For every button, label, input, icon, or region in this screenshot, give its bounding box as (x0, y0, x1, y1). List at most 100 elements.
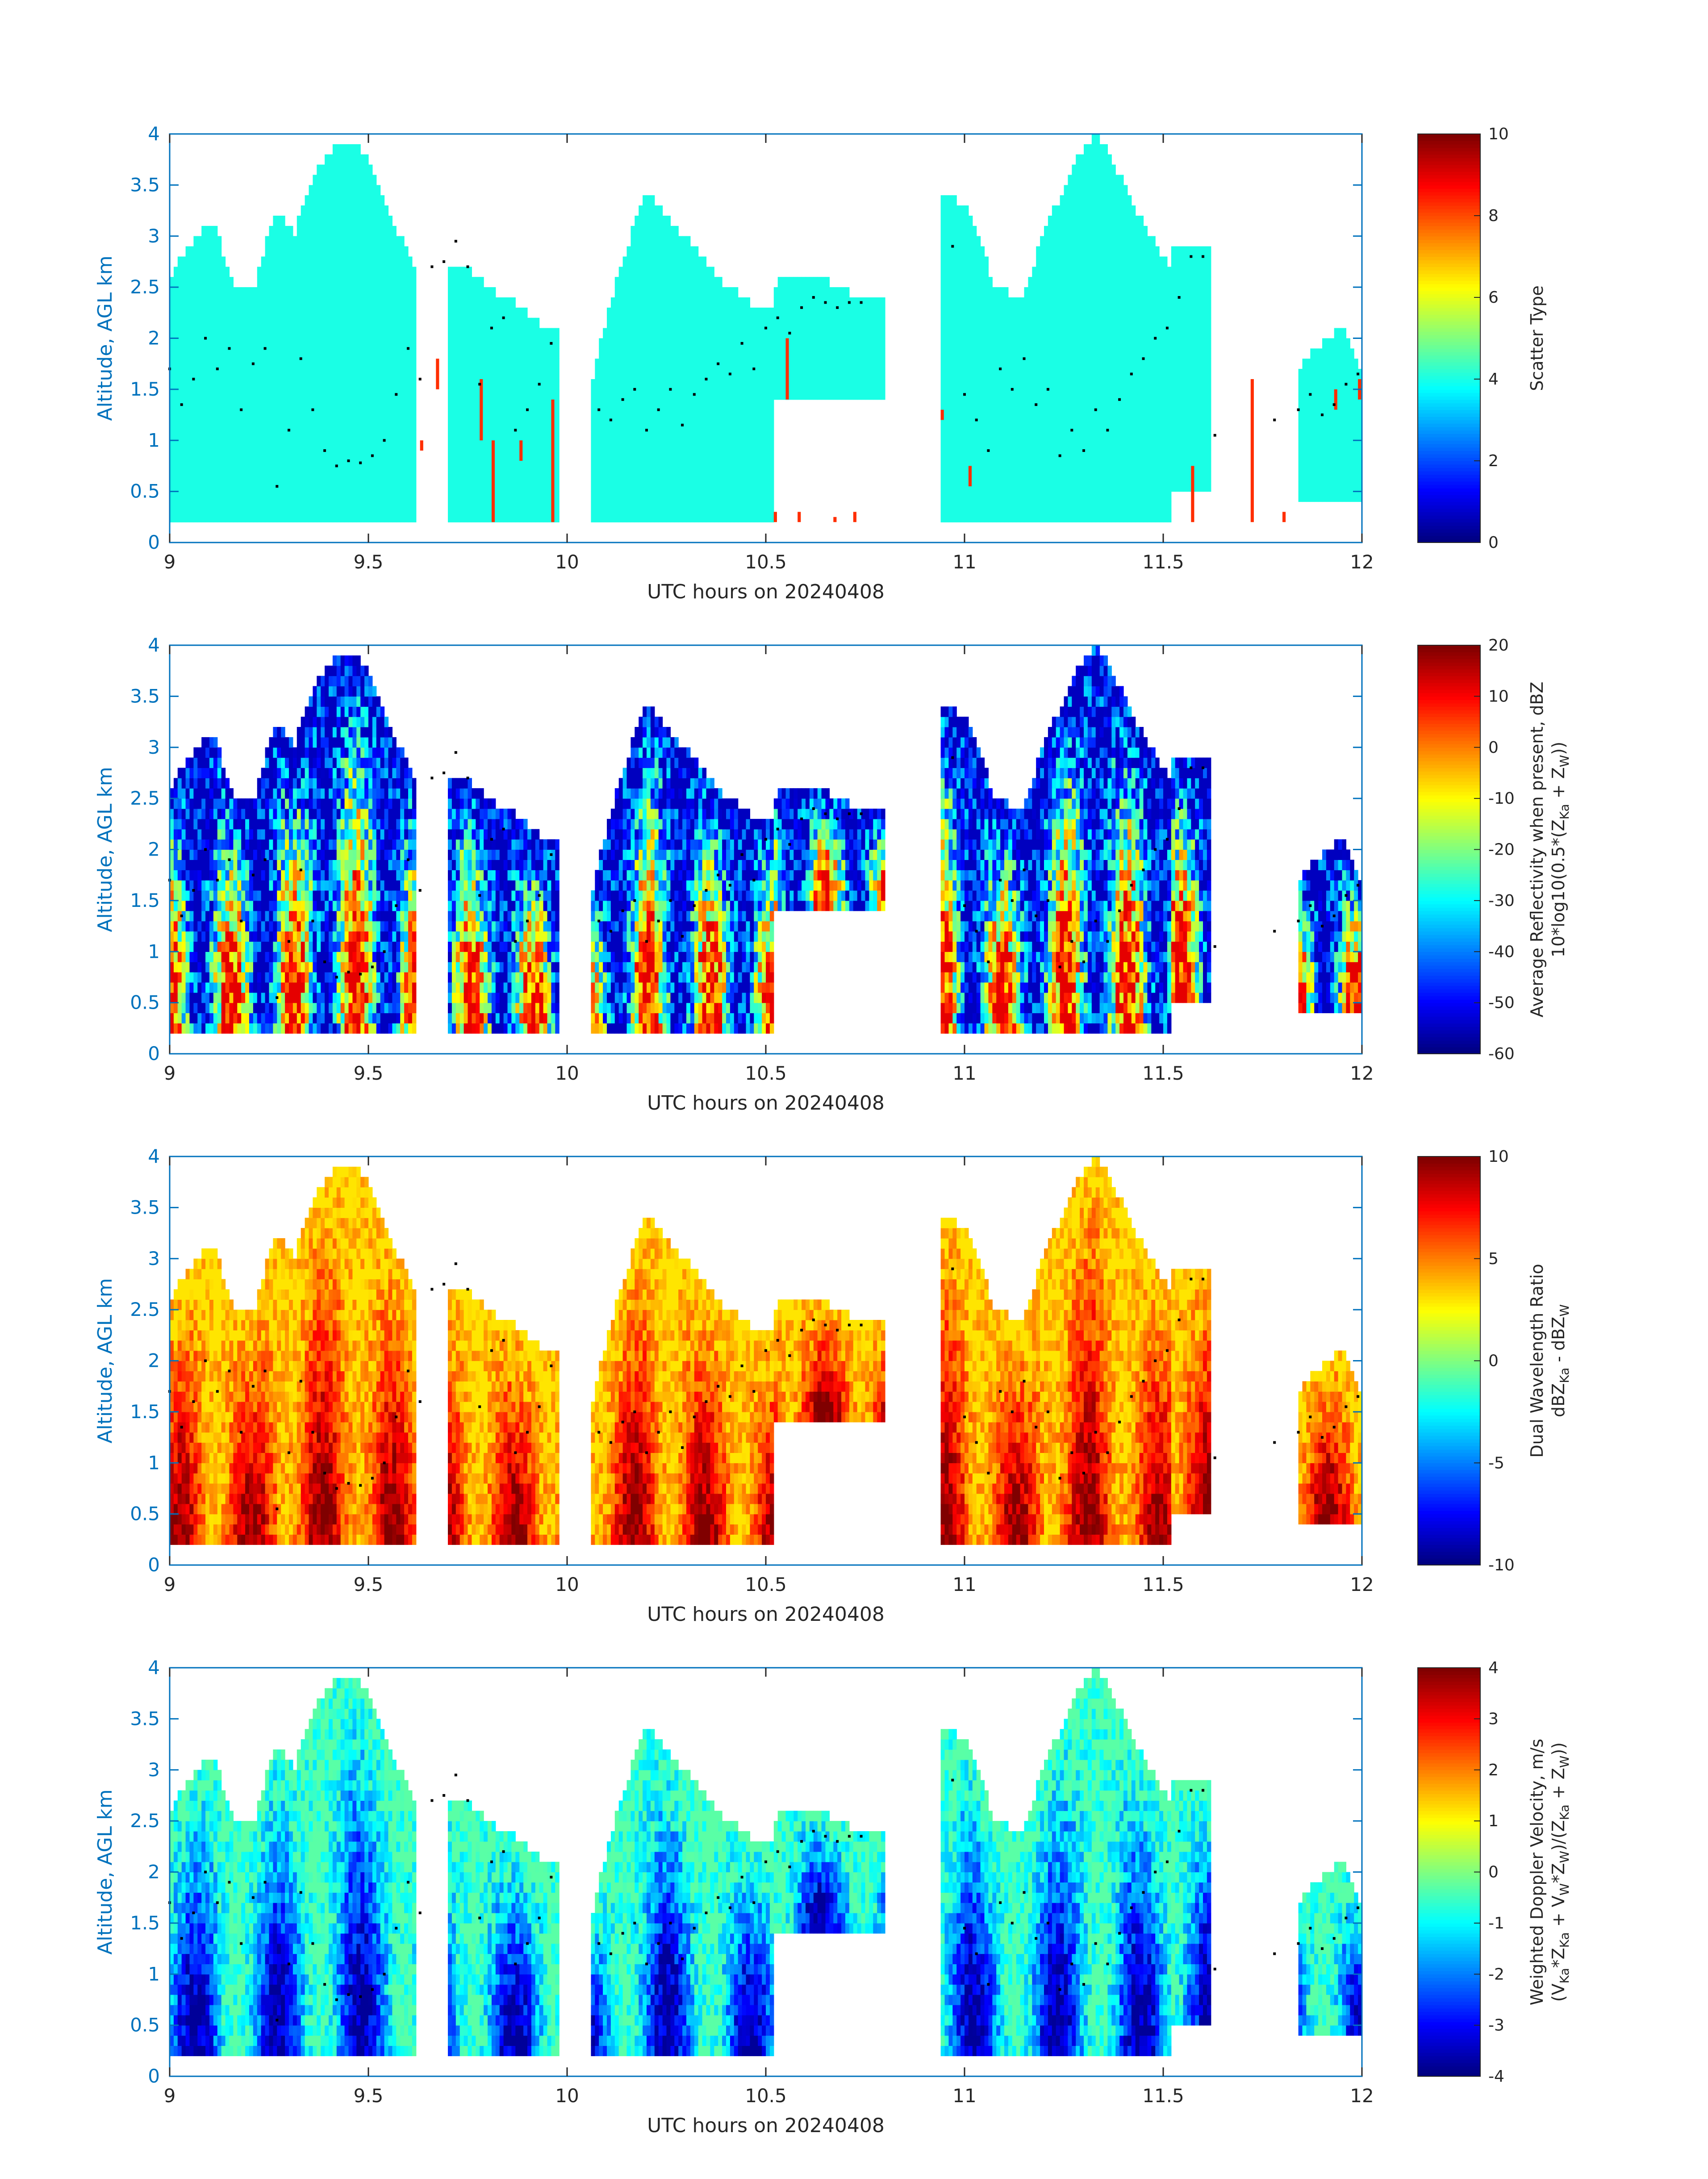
heatmap-cell (849, 317, 854, 329)
heatmap-cell (825, 369, 830, 380)
heatmap-cell (956, 348, 961, 359)
heatmap-cell (213, 359, 218, 369)
heatmap-cell (1028, 297, 1032, 308)
heatmap-cell (348, 277, 353, 288)
heatmap-cell (965, 267, 969, 277)
heatmap-cell (488, 389, 492, 400)
heatmap-cell (1044, 338, 1048, 349)
heatmap-cell (360, 317, 365, 329)
heatmap-cell (682, 409, 687, 421)
heatmap-cell (647, 420, 651, 430)
heatmap-cell (698, 399, 703, 410)
heatmap-cell (1068, 440, 1072, 451)
heatmap-cell (225, 348, 230, 359)
heatmap-cell (539, 430, 544, 441)
heatmap-cell (1087, 430, 1092, 441)
heatmap-cell (376, 185, 381, 196)
heatmap-cell (730, 491, 735, 502)
heatmap-cell (662, 267, 667, 277)
heatmap-cell (1072, 379, 1076, 390)
heatmap-cell (360, 216, 365, 226)
heatmap-cell (718, 512, 722, 522)
heatmap-cell (960, 481, 965, 492)
heatmap-cell (1052, 399, 1057, 410)
heatmap-cell (189, 471, 194, 482)
heatmap-cell (674, 307, 679, 318)
heatmap-cell (1044, 491, 1048, 502)
heatmap-cell (1048, 348, 1052, 359)
heatmap-cell (956, 399, 961, 410)
heatmap-cell (515, 512, 520, 522)
heatmap-cell (408, 471, 413, 482)
heatmap-cell (754, 471, 758, 482)
heatmap-cell (285, 338, 289, 349)
heatmap-cell (217, 267, 222, 277)
heatmap-cell (340, 328, 345, 339)
heatmap-cell (952, 246, 957, 257)
heatmap-cell (678, 420, 683, 430)
heatmap-cell (825, 338, 830, 349)
heatmap-cell (750, 512, 754, 522)
heatmap-cell (956, 267, 961, 277)
heatmap-cell (802, 328, 806, 339)
heatmap-cell (368, 471, 373, 482)
heatmap-cell (352, 338, 357, 349)
heatmap-cell (643, 420, 647, 430)
heatmap-cell (332, 256, 337, 267)
heatmap-cell (193, 287, 198, 298)
heatmap-cell (261, 512, 266, 522)
heatmap-cell (269, 369, 273, 380)
heatmap-cell (380, 205, 385, 216)
heatmap-cell (1024, 491, 1028, 502)
heatmap-cell (360, 430, 365, 441)
heatmap-cell (948, 328, 953, 339)
heatmap-cell (650, 348, 655, 359)
heatmap-cell (201, 491, 206, 502)
heatmap-cell (229, 501, 234, 512)
heatmap-cell (944, 409, 949, 421)
heatmap-cell (789, 317, 794, 329)
heatmap-cell (635, 430, 639, 441)
heatmap-cell (531, 491, 536, 502)
heatmap-cell (944, 430, 949, 441)
heatmap-cell (368, 185, 373, 196)
heatmap-cell (762, 471, 766, 482)
heatmap-cell (384, 307, 389, 318)
heatmap-cell (225, 491, 230, 502)
heatmap-cell (833, 297, 838, 308)
heatmap-cell (201, 420, 206, 430)
heatmap-cell (829, 348, 834, 359)
heatmap-cell (988, 481, 993, 492)
heatmap-cell (1068, 246, 1072, 257)
heatmap-cell (332, 185, 337, 196)
heatmap-cell (344, 440, 349, 451)
heatmap-cell (173, 389, 178, 400)
heatmap-cell (1012, 481, 1017, 492)
heatmap-cell (360, 256, 365, 267)
heatmap-cell (1060, 379, 1065, 390)
heatmap-cell (643, 389, 647, 400)
heatmap-cell (451, 338, 456, 349)
heatmap-cell (329, 512, 333, 522)
heatmap-cell (960, 491, 965, 502)
heatmap-cell (472, 379, 476, 390)
heatmap-cell (948, 379, 953, 390)
heatmap-cell (1080, 440, 1084, 451)
heatmap-cell (356, 297, 361, 308)
heatmap-cell (758, 512, 762, 522)
heatmap-cell (965, 297, 969, 308)
heatmap-cell (682, 430, 687, 441)
heatmap-cell (495, 317, 500, 329)
heatmap-cell (285, 420, 289, 430)
heatmap-cell (209, 399, 214, 410)
heatmap-cell (459, 461, 464, 472)
heatmap-cell (833, 348, 838, 359)
heatmap-cell (519, 501, 524, 512)
heatmap-cell (543, 461, 548, 472)
heatmap-cell (650, 420, 655, 430)
heatmap-cell (777, 369, 782, 380)
heatmap-cell (1004, 328, 1009, 339)
heatmap-cell (451, 471, 456, 482)
heatmap-cell (1087, 501, 1092, 512)
heatmap-cell (766, 471, 770, 482)
